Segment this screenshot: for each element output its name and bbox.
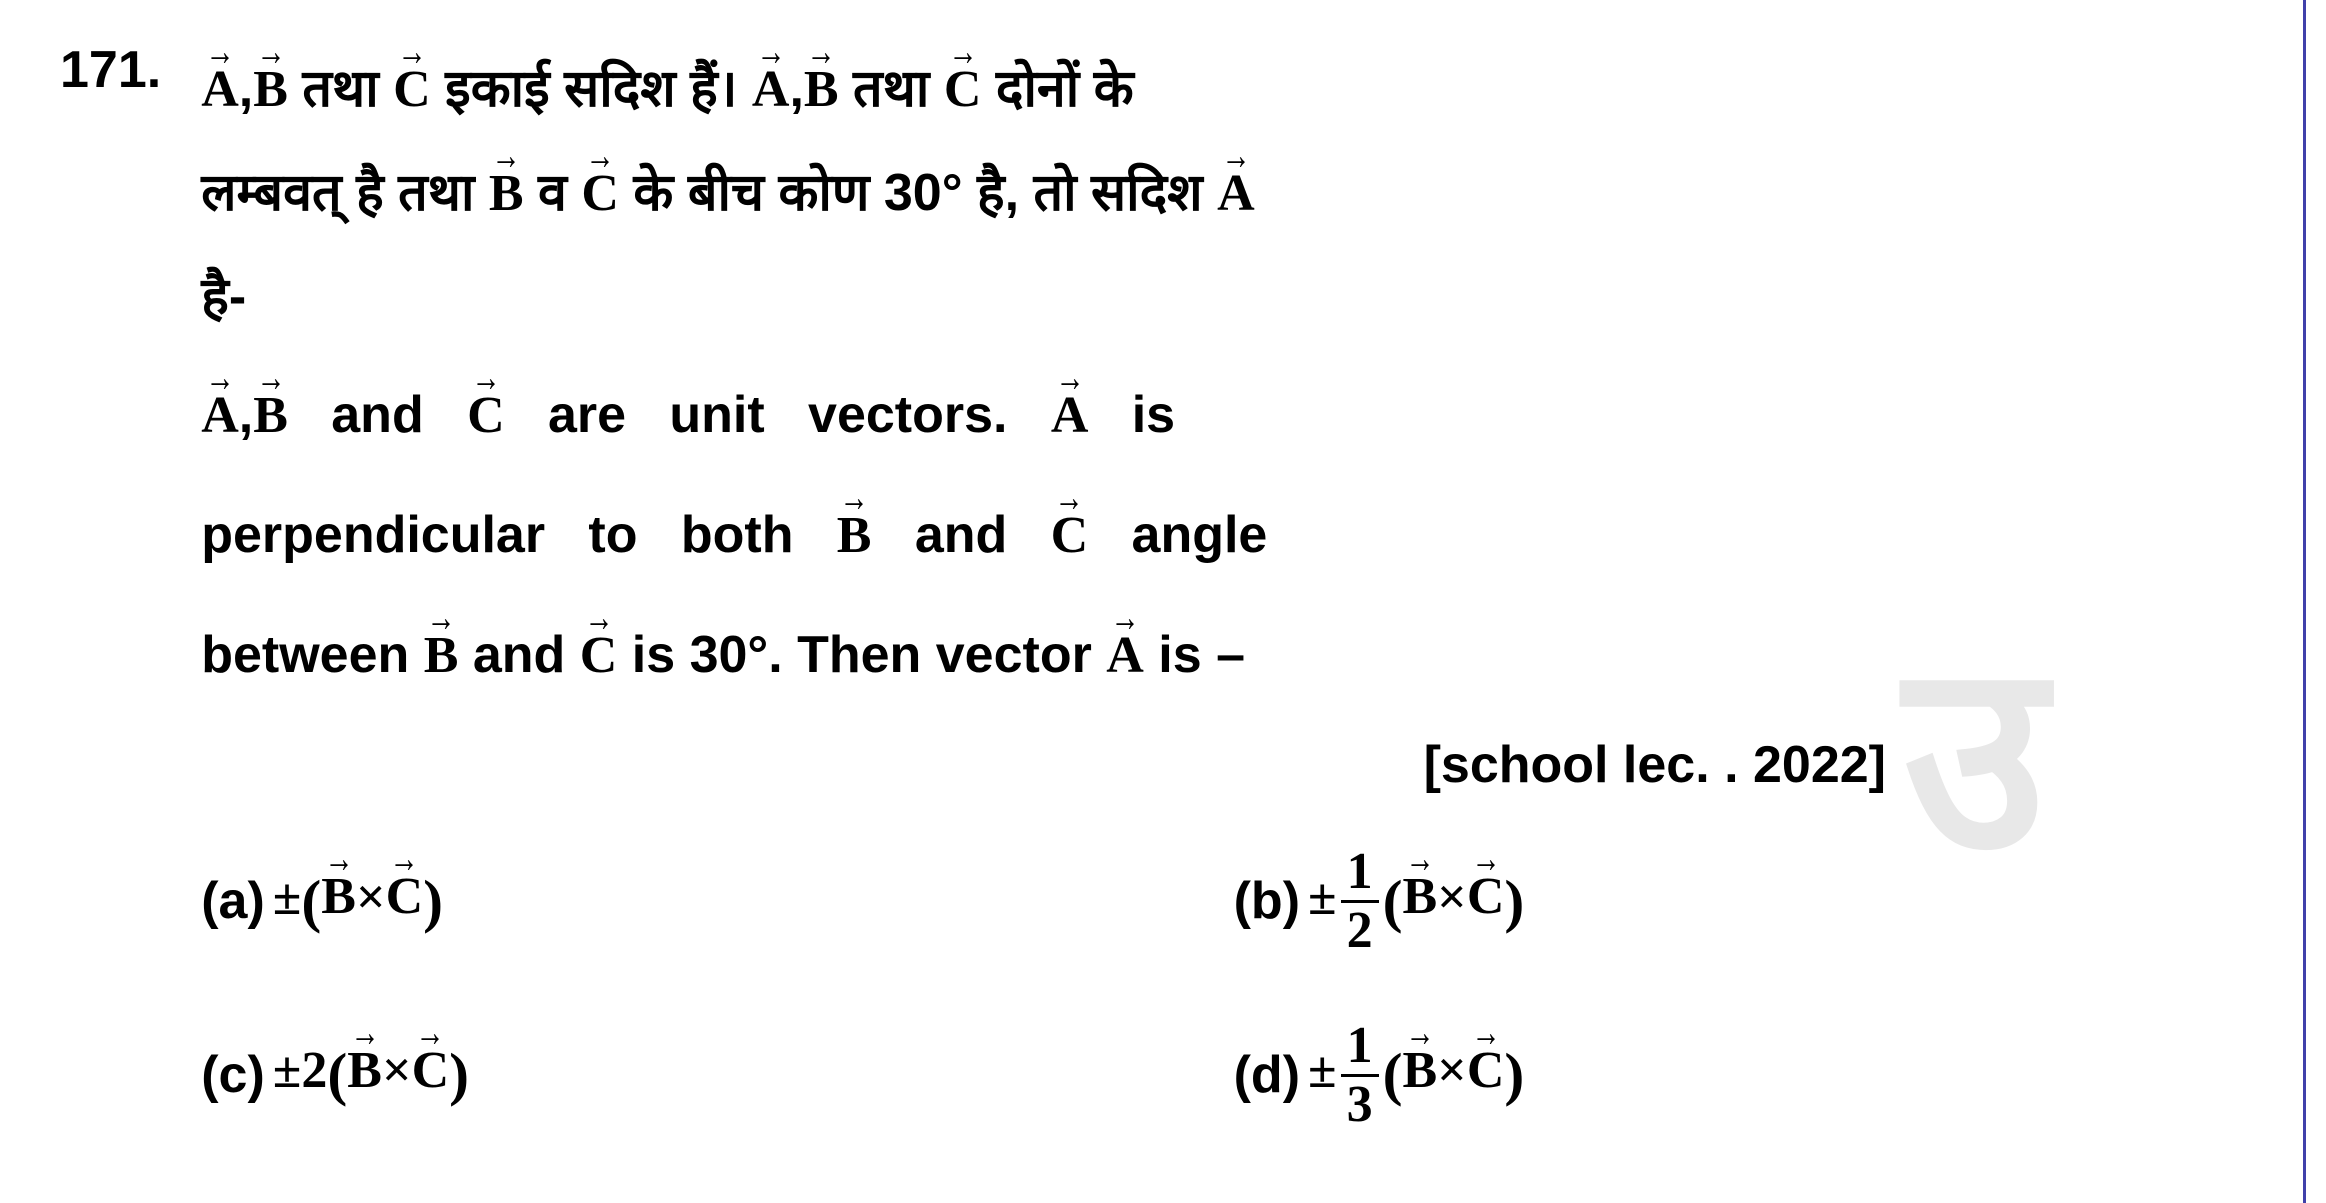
lparen: ( xyxy=(301,868,321,934)
times: × xyxy=(1437,868,1467,925)
times: × xyxy=(1437,1042,1467,1099)
vec-B: B xyxy=(804,41,839,140)
text: is 30°. Then vector xyxy=(617,626,1106,684)
frac: 12 xyxy=(1341,846,1379,957)
text: तथा xyxy=(839,60,944,118)
vec-A: A xyxy=(201,367,239,466)
vec-B: B xyxy=(489,145,524,244)
option-a: (a) ±(B×C) xyxy=(201,845,1233,959)
rparen: ) xyxy=(449,1041,469,1107)
text: , xyxy=(239,386,253,444)
vec-C: C xyxy=(386,848,424,947)
times: × xyxy=(356,868,386,925)
vec-A: A xyxy=(201,41,239,140)
lparen: ( xyxy=(327,1041,347,1107)
text: , xyxy=(239,60,253,118)
vec-C: C xyxy=(393,41,431,140)
lparen: ( xyxy=(1383,1041,1403,1107)
vec-A: A xyxy=(1106,607,1144,706)
text: and xyxy=(458,626,579,684)
vec-B: B xyxy=(837,487,872,586)
option-a-expr: ±(B×C) xyxy=(273,845,443,959)
times: × xyxy=(382,1042,412,1099)
vec-C: C xyxy=(1467,1022,1505,1121)
hindi-line-3: है- xyxy=(201,248,2266,347)
vec-A: A xyxy=(1217,145,1255,244)
text: are unit vectors. xyxy=(505,386,1051,444)
vec-C: C xyxy=(467,367,505,466)
citation: [school lec. . 2022] xyxy=(201,716,1886,815)
vec-B: B xyxy=(1402,848,1437,947)
text: व xyxy=(524,164,582,222)
options-container: (a) ±(B×C) (b) ±12(B×C) (c) ±2(B×C) (d) xyxy=(201,845,2266,1192)
text: is – xyxy=(1144,626,1245,684)
den: 2 xyxy=(1341,903,1379,957)
vec-B: B xyxy=(321,848,356,947)
vec-C: C xyxy=(412,1022,450,1121)
text: , xyxy=(789,60,803,118)
hindi-line-2: लम्बवत् है तथा B व C के बीच कोण 30° है, … xyxy=(201,144,2266,244)
vec-A: A xyxy=(752,41,790,140)
vec-B: B xyxy=(253,367,288,466)
vec-B: B xyxy=(1402,1022,1437,1121)
option-d-label: (d) xyxy=(1234,1026,1300,1125)
prefix: ±2 xyxy=(273,1042,328,1099)
right-border xyxy=(2303,0,2306,1203)
vec-A: A xyxy=(1051,367,1089,466)
option-a-label: (a) xyxy=(201,852,265,951)
text: के बीच कोण 30° है, तो सदिश xyxy=(619,164,1217,222)
text: and xyxy=(288,386,467,444)
vec-C: C xyxy=(1051,487,1089,586)
prefix: ± xyxy=(273,868,302,925)
option-d-expr: ±13(B×C) xyxy=(1308,1018,1524,1132)
frac: 13 xyxy=(1341,1020,1379,1131)
option-b-expr: ±12(B×C) xyxy=(1308,845,1524,959)
option-c-label: (c) xyxy=(201,1026,265,1125)
text: between xyxy=(201,626,424,684)
num: 1 xyxy=(1341,1020,1379,1077)
option-c: (c) ±2(B×C) xyxy=(201,1018,1233,1132)
vec-C: C xyxy=(1467,848,1505,947)
english-line-2: perpendicular to both B and C angle xyxy=(201,486,2266,586)
option-b-label: (b) xyxy=(1234,852,1300,951)
text: है- xyxy=(201,268,246,326)
prefix: ± xyxy=(1308,1042,1337,1099)
question-number: 171. xyxy=(60,40,161,100)
rparen: ) xyxy=(423,868,443,934)
text: तथा xyxy=(288,60,393,118)
rparen: ) xyxy=(1504,1041,1524,1107)
vec-B: B xyxy=(253,41,288,140)
english-line-1: A,B and C are unit vectors. A is xyxy=(201,366,2266,466)
text: perpendicular to both xyxy=(201,506,837,564)
question-body: A,B तथा C इकाई सदिश हैं। A,B तथा C दोनों… xyxy=(201,40,2266,1192)
option-d: (d) ±13(B×C) xyxy=(1234,1018,2266,1132)
option-b: (b) ±12(B×C) xyxy=(1234,845,2266,959)
prefix: ± xyxy=(1308,868,1337,925)
vec-C: C xyxy=(581,145,619,244)
text: is xyxy=(1088,386,1175,444)
lparen: ( xyxy=(1383,868,1403,934)
num: 1 xyxy=(1341,846,1379,903)
question-container: 171. A,B तथा C इकाई सदिश हैं। A,B तथा C … xyxy=(60,40,2266,1192)
option-c-expr: ±2(B×C) xyxy=(273,1018,469,1132)
text: लम्बवत् है तथा xyxy=(201,164,489,222)
text: दोनों के xyxy=(981,60,1133,118)
english-line-3: between B and C is 30°. Then vector A is… xyxy=(201,606,2266,706)
vec-C: C xyxy=(580,607,618,706)
rparen: ) xyxy=(1504,868,1524,934)
den: 3 xyxy=(1341,1077,1379,1131)
vec-B: B xyxy=(424,607,459,706)
vec-B: B xyxy=(347,1022,382,1121)
text: angle xyxy=(1088,506,1267,564)
vec-C: C xyxy=(944,41,982,140)
text: and xyxy=(871,506,1050,564)
text: इकाई सदिश हैं। xyxy=(431,60,752,118)
